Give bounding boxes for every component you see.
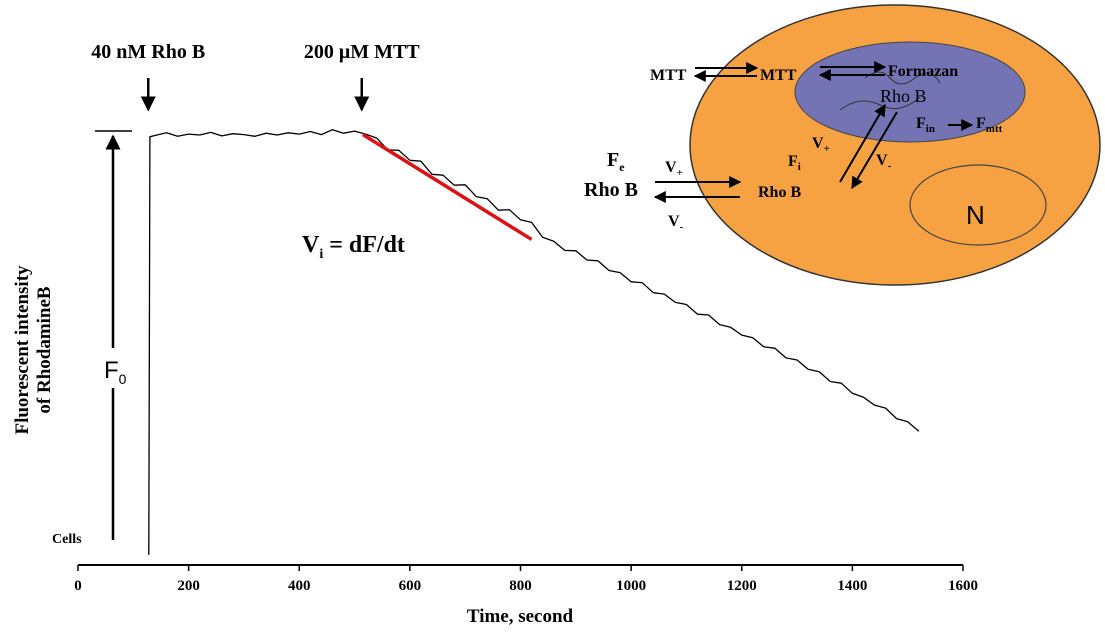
y-axis-label: of RhodamineB [34, 286, 55, 414]
label: + [824, 143, 830, 155]
label: V [665, 159, 677, 176]
x-tick-label: 200 [177, 578, 200, 594]
label: mtt [986, 123, 1003, 135]
label: - [888, 160, 892, 172]
x-tick-label: 0 [74, 578, 82, 594]
label: Formazan [888, 63, 958, 80]
label: = dF/dt [323, 232, 405, 258]
cell-diagram: MTT MTT Formazan Rho B Fin Fmtt V+ V- Fe… [584, 4, 1101, 286]
label: Fin [916, 115, 935, 135]
x-axis-label: Time, second [467, 606, 574, 627]
label: i [798, 161, 801, 173]
x-tick-label: 800 [509, 578, 532, 594]
fit-line [361, 133, 533, 241]
x-tick-label: 400 [288, 578, 311, 594]
label: V- [668, 213, 684, 233]
rate-label: Vi = dF/dt [302, 232, 405, 262]
label: F [976, 115, 986, 132]
label: Fe [607, 149, 625, 174]
label: i [319, 247, 323, 262]
label: V [302, 232, 320, 258]
label: F [788, 153, 798, 170]
label: 0 [119, 371, 127, 387]
label: e [619, 160, 625, 174]
label: F [607, 149, 619, 171]
label: Rho B [584, 179, 638, 201]
f0-label: F0 [104, 357, 127, 387]
cells-label: Cells [52, 532, 82, 547]
label: V [812, 135, 824, 152]
label: Fi [788, 153, 801, 173]
label: - [680, 221, 684, 233]
label: + [677, 167, 683, 179]
label: Rho B [880, 86, 927, 106]
annotation: 40 nM Rho B [91, 41, 205, 63]
f0-bg [100, 348, 128, 388]
arrow [851, 111, 898, 190]
label: MTT [650, 67, 687, 84]
label: Fmtt [976, 115, 1003, 135]
label: Rho B [758, 184, 801, 201]
label: MTT [760, 67, 797, 84]
label: F [916, 115, 926, 132]
x-tick-label: 1200 [727, 578, 757, 594]
nucleus [909, 164, 1047, 246]
x-tick-label: 600 [399, 578, 422, 594]
data-line [148, 129, 920, 555]
label: V+ [665, 159, 683, 179]
label: V+ [812, 135, 830, 155]
x-tick-label: 1000 [616, 578, 646, 594]
label: N [966, 200, 985, 230]
x-tick-label: 1400 [837, 578, 867, 594]
label: V [876, 152, 888, 169]
label: F [104, 357, 119, 384]
y-axis-label: Fluorescent intensity [12, 265, 33, 435]
label: V [668, 213, 680, 230]
x-tick-label: 1600 [948, 578, 978, 594]
arrow [839, 103, 886, 183]
label: V- [876, 152, 892, 172]
annotation: 200 μM MTT [304, 41, 420, 63]
label: in [926, 123, 935, 135]
